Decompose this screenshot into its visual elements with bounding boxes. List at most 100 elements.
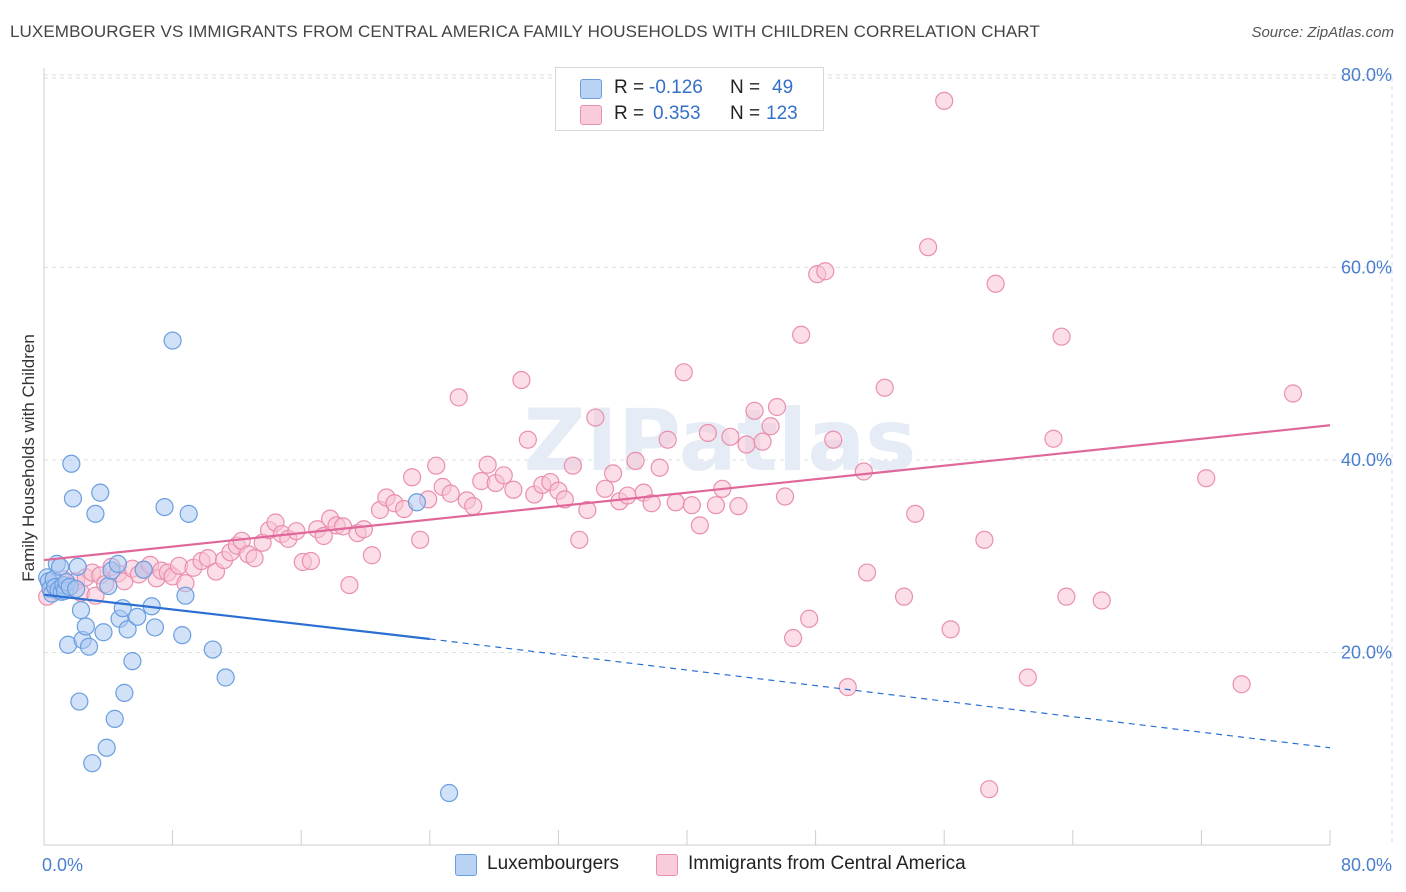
data-point-immigrants <box>706 496 726 515</box>
data-point-luxembourgers <box>134 560 153 579</box>
data-point-luxembourgers <box>203 640 222 659</box>
data-point-immigrants <box>745 401 764 420</box>
data-point-luxembourgers <box>163 331 182 350</box>
data-point-immigrants <box>894 587 914 606</box>
data-point-immigrants <box>354 520 373 539</box>
data-point-luxembourgers <box>97 738 116 757</box>
legend-swatch-pink <box>580 105 602 125</box>
data-point-immigrants <box>578 500 597 520</box>
data-point-immigrants <box>1052 327 1071 346</box>
legend-row-immigrants: R = 0.353 N = 123 <box>556 102 823 128</box>
y-tick-label: 20.0% <box>1341 642 1392 662</box>
series-luxembourgers-points <box>38 331 459 803</box>
data-point-immigrants <box>245 549 264 568</box>
data-point-immigrants <box>775 487 795 506</box>
data-point-luxembourgers <box>99 576 118 596</box>
watermark: ZIPatlas <box>524 391 917 491</box>
data-point-luxembourgers <box>79 637 99 656</box>
data-point-luxembourgers <box>173 626 192 645</box>
data-point-immigrants <box>1044 429 1063 448</box>
data-point-luxembourgers <box>179 504 198 523</box>
y-axis-label: Family Households with Children <box>19 334 38 582</box>
data-point-immigrants <box>761 417 780 436</box>
data-point-immigrants <box>857 563 877 582</box>
data-point-luxembourgers <box>439 783 459 803</box>
data-point-immigrants <box>980 780 999 799</box>
tick-labels: 20.0% 40.0% 60.0% 80.0% 0.0% 80.0% <box>42 65 1392 875</box>
data-point-immigrants <box>753 432 772 451</box>
data-point-immigrants <box>1018 668 1037 687</box>
data-point-immigrants <box>518 430 537 449</box>
data-point-immigrants <box>975 530 994 549</box>
data-point-immigrants <box>698 423 717 443</box>
data-point-immigrants <box>783 628 803 648</box>
trend-lines <box>43 424 1331 749</box>
data-point-immigrants <box>411 530 430 549</box>
data-point-immigrants <box>666 493 685 512</box>
data-point-luxembourgers <box>67 579 86 599</box>
data-point-luxembourgers <box>94 623 113 642</box>
x-tick-label: 0.0% <box>42 855 83 875</box>
data-point-immigrants <box>301 551 320 571</box>
data-point-luxembourgers <box>76 617 95 636</box>
data-point-immigrants <box>875 378 894 397</box>
data-point-immigrants <box>441 484 460 503</box>
source-label: Source: ZipAtlas.com <box>1251 24 1394 41</box>
data-point-luxembourgers <box>68 557 87 576</box>
bottom-legend-swatch-blue <box>455 854 477 876</box>
data-point-immigrants <box>682 496 701 515</box>
data-point-immigrants <box>838 678 857 697</box>
legend-n-label: N = <box>730 77 761 98</box>
data-point-immigrants <box>690 516 709 535</box>
data-point-immigrants <box>603 464 623 483</box>
data-point-immigrants <box>737 435 756 454</box>
data-point-luxembourgers <box>70 692 89 711</box>
data-point-luxembourgers <box>123 652 142 671</box>
data-point-luxembourgers <box>407 493 427 512</box>
data-point-immigrants <box>563 456 582 475</box>
data-point-immigrants <box>504 480 523 499</box>
data-point-luxembourgers <box>216 668 235 687</box>
data-point-immigrants <box>427 456 446 475</box>
data-point-luxembourgers <box>63 489 83 508</box>
legend-swatch-blue <box>580 79 602 99</box>
data-point-luxembourgers <box>128 607 147 626</box>
data-point-luxembourgers <box>86 504 105 523</box>
data-point-immigrants <box>906 504 925 523</box>
data-point-immigrants <box>512 370 531 390</box>
data-point-luxembourgers <box>62 454 81 473</box>
y-tick-label: 40.0% <box>1341 450 1392 470</box>
bottom-legend-label: Luxembourgers <box>487 853 620 874</box>
legend-r-label: R = <box>614 77 645 98</box>
data-point-immigrants <box>1283 384 1303 403</box>
data-point-immigrants <box>1092 591 1111 610</box>
series-immigrants-points <box>38 91 1303 799</box>
legend-r-value: 0.353 <box>653 103 701 124</box>
data-point-immigrants <box>287 522 306 541</box>
data-point-immigrants <box>816 262 835 281</box>
data-point-luxembourgers <box>115 683 134 702</box>
data-point-immigrants <box>800 609 819 628</box>
data-point-immigrants <box>403 468 422 487</box>
data-point-luxembourgers <box>176 586 195 605</box>
data-point-immigrants <box>618 486 637 505</box>
data-point-immigrants <box>721 427 740 446</box>
y-tick-label: 60.0% <box>1341 257 1392 277</box>
trend-line-luxembourgers <box>43 593 430 641</box>
legend-row-luxembourgers: R = -0.126 N = 49 <box>556 76 823 102</box>
data-point-immigrants <box>1197 469 1216 488</box>
data-point-immigrants <box>464 497 483 516</box>
data-point-luxembourgers <box>145 618 165 637</box>
data-point-immigrants <box>478 455 497 474</box>
chart-title: LUXEMBOURGER VS IMMIGRANTS FROM CENTRAL … <box>10 22 1040 41</box>
data-point-immigrants <box>935 91 954 110</box>
data-point-immigrants <box>642 494 661 513</box>
data-point-immigrants <box>494 466 513 485</box>
data-point-immigrants <box>586 408 605 427</box>
legend-n-label: N = <box>730 103 761 124</box>
data-point-luxembourgers <box>118 620 137 639</box>
data-point-luxembourgers <box>108 554 128 573</box>
x-tick-label: 80.0% <box>1341 855 1392 875</box>
data-point-immigrants <box>1232 675 1251 694</box>
